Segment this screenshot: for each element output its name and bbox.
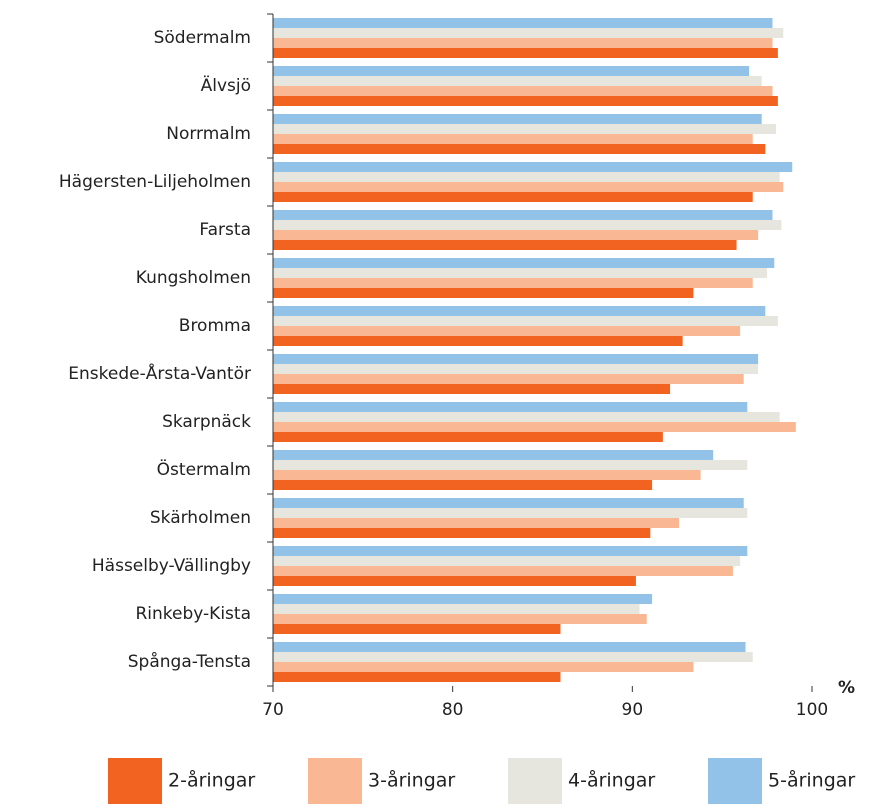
- bar: [273, 556, 741, 566]
- bar: [273, 220, 782, 230]
- bar: [273, 354, 759, 364]
- y-tick-label: Östermalm: [157, 458, 251, 480]
- x-tick-label: 70: [262, 700, 284, 720]
- bar: [273, 210, 773, 220]
- bar: [273, 624, 561, 634]
- y-tick-label: Rinkeby-Kista: [135, 604, 251, 624]
- bar: [273, 518, 680, 528]
- x-unit: %: [838, 678, 855, 698]
- bar: [273, 66, 750, 76]
- bar: [273, 278, 753, 288]
- bar: [273, 546, 748, 556]
- y-tick-label: Skärholmen: [150, 508, 251, 528]
- bar: [273, 96, 778, 106]
- bar: [273, 528, 651, 538]
- bar: [273, 162, 793, 172]
- bar: [273, 498, 744, 508]
- bar: [273, 412, 780, 422]
- bar: [273, 480, 653, 490]
- bar: [273, 614, 647, 624]
- y-tick-label: Kungsholmen: [136, 268, 251, 288]
- bar: [273, 566, 733, 576]
- bar: [273, 288, 694, 298]
- bar: [273, 316, 778, 326]
- x-tick-label: 90: [622, 700, 644, 720]
- legend-swatch: [508, 758, 562, 804]
- x-tick-label: 80: [442, 700, 464, 720]
- bar: [273, 642, 746, 652]
- bar: [273, 326, 741, 336]
- legend-swatch: [308, 758, 362, 804]
- bar: [273, 240, 737, 250]
- bar: [273, 604, 640, 614]
- y-tick-label: Enskede-Årsta-Vantör: [68, 362, 251, 384]
- bar: [273, 258, 775, 268]
- y-tick-label: Spånga-Tensta: [128, 651, 251, 672]
- bar: [273, 402, 748, 412]
- y-tick-label: Södermalm: [154, 28, 251, 48]
- bar: [273, 336, 683, 346]
- bar: [273, 576, 636, 586]
- bar: [273, 134, 753, 144]
- bar: [273, 652, 753, 662]
- bar: [273, 672, 561, 682]
- y-tick-label: Bromma: [179, 316, 251, 336]
- y-tick-label: Hässelby-Vällingby: [92, 556, 251, 576]
- legend-label: 4-åringar: [568, 769, 655, 792]
- bar: [273, 470, 701, 480]
- bar: [273, 662, 694, 672]
- bar: [273, 124, 777, 134]
- bar: [273, 460, 748, 470]
- bar: [273, 268, 768, 278]
- bar: [273, 144, 766, 154]
- x-tick-label: 100: [796, 700, 828, 720]
- bar: [273, 192, 753, 202]
- bar: [273, 384, 671, 394]
- bar: [273, 38, 773, 48]
- legend-swatch: [708, 758, 762, 804]
- bar: [273, 172, 780, 182]
- bar: [273, 374, 744, 384]
- bar: [273, 364, 759, 374]
- bar: [273, 230, 759, 240]
- bar: [273, 18, 773, 28]
- y-tick-label: Farsta: [199, 220, 251, 240]
- legend-label: 3-åringar: [368, 769, 455, 792]
- bar: [273, 86, 773, 96]
- bar: [273, 114, 762, 124]
- bar: [273, 422, 796, 432]
- bar: [273, 508, 748, 518]
- bar: [273, 306, 766, 316]
- bar: [273, 28, 784, 38]
- legend-label: 5-åringar: [768, 769, 855, 792]
- bar: [273, 182, 784, 192]
- bar: [273, 450, 714, 460]
- legend-label: 2-åringar: [168, 769, 255, 792]
- bar: [273, 432, 663, 442]
- legend-swatch: [108, 758, 162, 804]
- bar: [273, 594, 653, 604]
- y-tick-label: Norrmalm: [166, 124, 251, 144]
- y-tick-label: Älvsjö: [201, 75, 251, 96]
- y-tick-label: Hägersten-Liljeholmen: [59, 172, 251, 192]
- bar: [273, 48, 778, 58]
- y-tick-label: Skarpnäck: [162, 412, 251, 432]
- bar: [273, 76, 762, 86]
